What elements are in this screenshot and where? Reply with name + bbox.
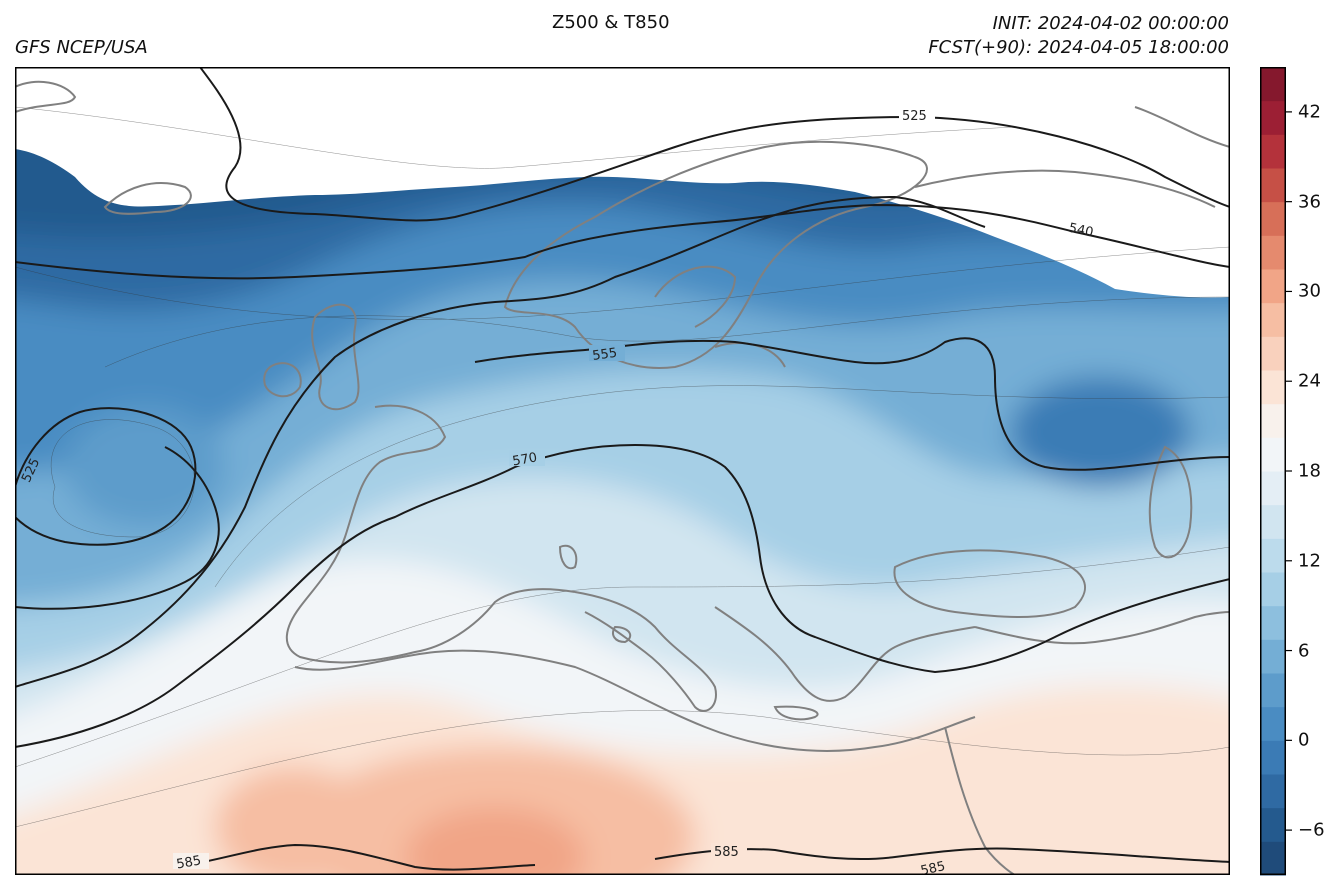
contour-label-540: 540: [1067, 221, 1094, 241]
colorbar-band: [1260, 168, 1286, 203]
colorbar-band: [1260, 336, 1286, 371]
colorbar-tick-label: 18: [1298, 460, 1321, 482]
contour-label-585-west: 585: [175, 853, 202, 872]
colorbar-tick-label: 42: [1298, 101, 1321, 123]
colorbar-tick-label: 6: [1298, 640, 1310, 662]
colorbar-band: [1260, 706, 1286, 741]
model-label: GFS NCEP/USA: [15, 37, 148, 58]
colorbar-band: [1260, 639, 1286, 674]
masked-region: [15, 67, 1230, 298]
contour-label-570: 570: [511, 450, 538, 469]
contour-label-555: 555: [591, 346, 618, 364]
weather-map: 525 540 555 570 525 585 585 585: [15, 67, 1230, 875]
map-frame: [15, 67, 1230, 875]
colorbar-tick-label: 30: [1298, 280, 1321, 302]
colorbar-band: [1260, 302, 1286, 337]
forecast-time: FCST(+90): 2024-04-05 18:00:00: [928, 37, 1229, 58]
chart-title: Z500 & T850: [552, 12, 670, 33]
colorbar-tick-label: 24: [1298, 370, 1321, 392]
colorbar-band: [1260, 134, 1286, 169]
colorbar-tick-label: 0: [1298, 729, 1310, 751]
colorbar-band: [1260, 841, 1286, 876]
init-time: INIT: 2024-04-02 00:00:00: [992, 13, 1229, 34]
colorbar-band: [1260, 572, 1286, 607]
colorbar-band: [1260, 673, 1286, 708]
colorbar-band: [1260, 235, 1286, 270]
colorbar-band: [1260, 437, 1286, 472]
colorbar-band: [1260, 538, 1286, 573]
colorbar-band: [1260, 605, 1286, 640]
colorbar-band: [1260, 774, 1286, 809]
colorbar-band: [1260, 67, 1286, 102]
colorbar-band: [1260, 471, 1286, 506]
colorbar-band: [1260, 403, 1286, 438]
colorbar-band: [1260, 504, 1286, 539]
colorbar-band: [1260, 370, 1286, 405]
coastlines: [15, 80, 1230, 875]
colorbar-band: [1260, 269, 1286, 304]
colorbar: [1260, 67, 1292, 876]
colorbar-band: [1260, 100, 1286, 135]
colorbar-band: [1260, 201, 1286, 236]
colorbar-band: [1260, 740, 1286, 775]
contour-label-585-east: 585: [919, 859, 946, 875]
colorbar-band: [1260, 807, 1286, 842]
contour-label-585-center: 585: [714, 845, 739, 860]
colorbar-tick-label: 36: [1298, 191, 1321, 213]
contour-label-525-north: 525: [902, 109, 927, 124]
colorbar-tick-label: −6: [1298, 819, 1325, 841]
colorbar-tick-label: 12: [1298, 550, 1321, 572]
run-info: INIT: 2024-04-02 00:00:00 FCST(+90): 202…: [928, 12, 1229, 60]
